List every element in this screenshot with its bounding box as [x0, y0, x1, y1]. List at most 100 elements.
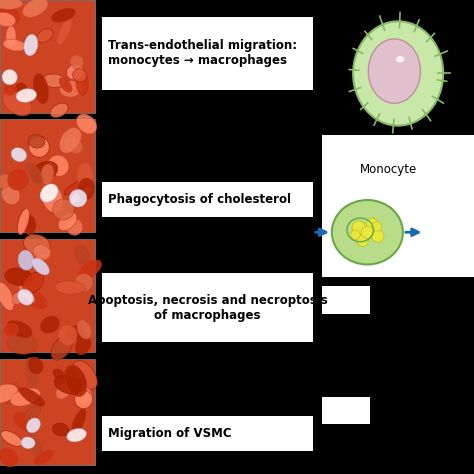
Ellipse shape — [26, 162, 43, 186]
Ellipse shape — [75, 273, 93, 292]
Ellipse shape — [76, 114, 97, 134]
Ellipse shape — [332, 200, 403, 264]
Ellipse shape — [40, 184, 58, 202]
Ellipse shape — [73, 69, 87, 82]
Ellipse shape — [26, 291, 47, 309]
Ellipse shape — [0, 448, 18, 467]
Ellipse shape — [40, 316, 60, 334]
Ellipse shape — [24, 215, 36, 235]
Ellipse shape — [18, 289, 33, 305]
Ellipse shape — [75, 246, 89, 264]
Ellipse shape — [24, 235, 50, 255]
FancyBboxPatch shape — [322, 286, 370, 314]
Ellipse shape — [33, 245, 51, 260]
Ellipse shape — [6, 26, 16, 47]
Ellipse shape — [70, 187, 91, 204]
Ellipse shape — [59, 128, 82, 153]
Ellipse shape — [66, 219, 83, 235]
Ellipse shape — [34, 449, 54, 465]
Text: Trans-endothelial migration:
monocytes → macrophages: Trans-endothelial migration: monocytes →… — [108, 39, 297, 67]
Ellipse shape — [75, 336, 91, 355]
Ellipse shape — [42, 74, 66, 88]
Ellipse shape — [5, 382, 19, 405]
Ellipse shape — [19, 387, 45, 406]
Circle shape — [352, 221, 365, 234]
Ellipse shape — [22, 0, 48, 18]
Ellipse shape — [50, 103, 68, 118]
Ellipse shape — [64, 137, 82, 154]
FancyBboxPatch shape — [0, 119, 95, 232]
Ellipse shape — [0, 0, 23, 9]
Ellipse shape — [18, 208, 29, 235]
Ellipse shape — [29, 137, 49, 157]
Ellipse shape — [64, 179, 90, 195]
Ellipse shape — [51, 8, 75, 22]
Ellipse shape — [3, 323, 18, 337]
Ellipse shape — [78, 260, 101, 280]
FancyBboxPatch shape — [322, 397, 370, 424]
FancyBboxPatch shape — [0, 0, 95, 113]
Ellipse shape — [23, 273, 44, 293]
Ellipse shape — [2, 70, 17, 85]
Ellipse shape — [64, 365, 87, 397]
Ellipse shape — [6, 320, 33, 338]
Ellipse shape — [73, 385, 92, 404]
Ellipse shape — [32, 258, 49, 275]
FancyBboxPatch shape — [0, 359, 95, 465]
Ellipse shape — [42, 184, 63, 212]
Ellipse shape — [396, 56, 404, 63]
Ellipse shape — [58, 212, 77, 231]
Circle shape — [351, 230, 360, 239]
FancyBboxPatch shape — [0, 239, 95, 352]
Ellipse shape — [3, 39, 26, 51]
Ellipse shape — [59, 78, 72, 92]
Circle shape — [372, 230, 384, 242]
Ellipse shape — [18, 285, 35, 303]
Ellipse shape — [77, 163, 93, 188]
Ellipse shape — [54, 375, 82, 394]
Ellipse shape — [3, 91, 32, 116]
Ellipse shape — [69, 190, 87, 207]
Ellipse shape — [0, 8, 20, 26]
Ellipse shape — [0, 283, 14, 310]
Ellipse shape — [73, 360, 97, 389]
Ellipse shape — [21, 37, 34, 52]
Ellipse shape — [53, 199, 74, 220]
Ellipse shape — [28, 357, 43, 374]
Ellipse shape — [33, 73, 49, 104]
Ellipse shape — [5, 268, 32, 285]
Ellipse shape — [26, 433, 44, 458]
Ellipse shape — [72, 409, 86, 434]
Ellipse shape — [24, 405, 41, 421]
Ellipse shape — [55, 281, 85, 294]
Ellipse shape — [28, 135, 45, 148]
Ellipse shape — [63, 371, 85, 385]
Ellipse shape — [53, 423, 69, 436]
Ellipse shape — [21, 437, 35, 448]
Ellipse shape — [52, 368, 67, 381]
Ellipse shape — [8, 170, 28, 190]
Ellipse shape — [41, 164, 54, 185]
Ellipse shape — [16, 89, 36, 102]
Text: Monocyte: Monocyte — [360, 163, 417, 176]
Circle shape — [357, 235, 368, 246]
Ellipse shape — [70, 55, 83, 69]
Ellipse shape — [67, 428, 86, 442]
Ellipse shape — [0, 12, 16, 27]
Ellipse shape — [57, 18, 72, 45]
Ellipse shape — [10, 388, 40, 406]
Ellipse shape — [0, 174, 11, 189]
Ellipse shape — [1, 431, 22, 446]
Ellipse shape — [4, 83, 17, 96]
Ellipse shape — [78, 178, 95, 200]
Circle shape — [372, 222, 382, 231]
Circle shape — [366, 218, 378, 229]
Ellipse shape — [353, 21, 443, 126]
FancyBboxPatch shape — [102, 273, 313, 342]
Ellipse shape — [1, 185, 20, 205]
Ellipse shape — [0, 384, 18, 403]
FancyBboxPatch shape — [102, 17, 313, 90]
Circle shape — [361, 226, 374, 238]
Ellipse shape — [12, 292, 24, 304]
Ellipse shape — [25, 358, 38, 390]
